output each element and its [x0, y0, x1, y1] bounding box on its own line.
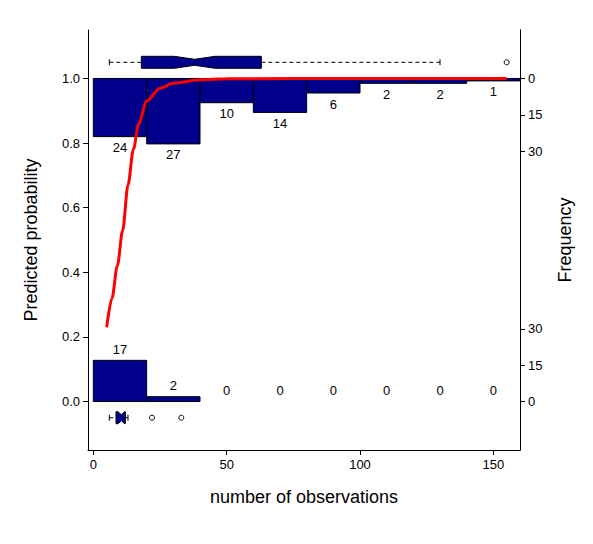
svg-text:30: 30 [528, 321, 542, 336]
svg-text:0: 0 [383, 383, 390, 398]
svg-text:1.0: 1.0 [62, 71, 80, 86]
svg-text:0: 0 [330, 383, 337, 398]
svg-text:27: 27 [166, 147, 180, 162]
svg-text:Predicted probability: Predicted probability [21, 158, 41, 321]
svg-text:15: 15 [528, 358, 542, 373]
svg-text:0.2: 0.2 [62, 329, 80, 344]
svg-text:50: 50 [219, 457, 233, 472]
svg-text:10: 10 [219, 106, 233, 121]
svg-text:2: 2 [436, 87, 443, 102]
svg-text:0.6: 0.6 [62, 200, 80, 215]
svg-text:number of observations: number of observations [210, 487, 398, 507]
svg-text:2: 2 [170, 378, 177, 393]
svg-text:14: 14 [273, 116, 287, 131]
svg-text:17: 17 [113, 342, 127, 357]
svg-text:150: 150 [482, 457, 504, 472]
svg-text:0: 0 [223, 383, 230, 398]
svg-text:30: 30 [528, 144, 542, 159]
svg-text:0: 0 [528, 71, 535, 86]
svg-text:24: 24 [113, 140, 127, 155]
svg-text:2: 2 [383, 87, 390, 102]
svg-text:0: 0 [528, 394, 535, 409]
svg-text:Frequency: Frequency [555, 197, 575, 282]
svg-text:6: 6 [330, 97, 337, 112]
svg-text:0.8: 0.8 [62, 136, 80, 151]
svg-text:0.0: 0.0 [62, 394, 80, 409]
svg-text:0: 0 [90, 457, 97, 472]
svg-text:15: 15 [528, 107, 542, 122]
svg-text:0: 0 [276, 383, 283, 398]
svg-text:0.4: 0.4 [62, 265, 80, 280]
svg-text:0: 0 [436, 383, 443, 398]
svg-text:0: 0 [490, 383, 497, 398]
svg-text:100: 100 [349, 457, 371, 472]
svg-text:1: 1 [490, 84, 497, 99]
